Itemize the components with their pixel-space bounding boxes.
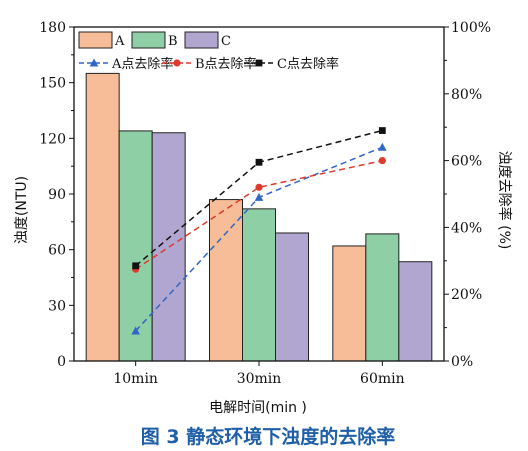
- figure-caption: 图 3 静态环境下浊度的去除率: [141, 425, 395, 448]
- marker-1-30min: [254, 192, 264, 201]
- y2-tick-label: 0%: [451, 354, 473, 370]
- line-layer: [131, 127, 387, 335]
- y-tick-label: 60: [48, 243, 66, 259]
- bar-C-10min: [151, 132, 186, 362]
- bar-A-60min: [332, 245, 367, 362]
- y2-axis-title: 浊度去除率 (%): [496, 151, 513, 250]
- legend-line-label-2: B点去除率: [195, 56, 257, 72]
- y-tick-label: 30: [48, 298, 66, 314]
- y2-tick-label: 20%: [451, 287, 482, 303]
- legend-marker-3: [255, 59, 263, 67]
- bar-C-30min: [275, 232, 309, 362]
- bar-layer: [85, 72, 433, 362]
- y-tick-label: 180: [39, 20, 66, 36]
- legend-label-B: B: [168, 34, 178, 49]
- legend-swatch-C: [184, 31, 219, 49]
- x-axis-title: 电解时间(min ): [209, 400, 307, 416]
- y2-tick-label: 100%: [451, 20, 491, 36]
- x-tick-label: 30min: [237, 371, 282, 387]
- y-tick-label: 90: [48, 187, 66, 203]
- bar-B-10min: [118, 130, 153, 362]
- marker-3-60min: [378, 127, 386, 134]
- legend-label-A: A: [114, 34, 125, 49]
- x-tick-label: 60min: [360, 371, 405, 387]
- bar-A-10min: [85, 72, 120, 362]
- legend-swatch-B: [131, 31, 166, 49]
- bar-B-30min: [242, 208, 276, 362]
- marker-3-10min: [132, 262, 140, 270]
- marker-2-60min: [378, 157, 386, 165]
- y-tick-label: 0: [57, 354, 66, 370]
- y2-tick-label: 60%: [451, 154, 482, 170]
- legend-line-label-3: C点去除率: [277, 56, 339, 72]
- legend-line-label-1: A点去除率: [111, 56, 173, 72]
- bar-A-30min: [209, 199, 243, 362]
- y-tick-label: 120: [39, 131, 66, 147]
- legend: A B C A点去除率 B点去除率 C点去除率: [78, 31, 339, 72]
- axes-layer: 0 30 60 90 120 150 180 0% 20% 40% 60% 80% 100% 10min 3…: [39, 20, 491, 387]
- marker-1-60min: [378, 142, 387, 151]
- bar-C-60min: [398, 261, 433, 362]
- bar-B-60min: [365, 233, 400, 362]
- x-tick-label: 10min: [113, 371, 158, 387]
- y-axis-title: 浊度(NTU): [14, 176, 30, 244]
- legend-marker-2: [173, 59, 181, 67]
- legend-label-C: C: [221, 34, 231, 49]
- marker-2-30min: [255, 183, 263, 191]
- line-series-2: [135, 159, 383, 270]
- y-tick-label: 150: [39, 76, 66, 92]
- marker-3-30min: [255, 158, 263, 166]
- marker-1-10min: [131, 326, 140, 335]
- legend-swatch-A: [78, 31, 113, 49]
- legend-marker-1: [89, 58, 99, 67]
- y2-tick-label: 40%: [451, 220, 482, 236]
- y2-tick-label: 80%: [451, 87, 482, 103]
